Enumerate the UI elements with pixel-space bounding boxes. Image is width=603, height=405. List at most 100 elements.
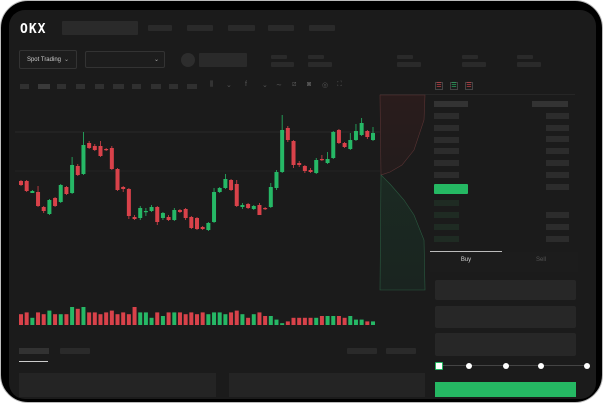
bids-only-icon[interactable]: ☰ <box>450 82 458 90</box>
volume-bar <box>30 317 35 325</box>
tab-order-history[interactable] <box>60 348 90 354</box>
slider-mark-50[interactable] <box>503 363 509 369</box>
pair-select[interactable]: ⌄ <box>85 51 165 68</box>
price-input[interactable] <box>435 280 576 300</box>
volume-bar <box>229 312 234 325</box>
candle <box>229 179 234 191</box>
candle-body <box>41 207 46 211</box>
candle <box>268 183 273 208</box>
tab-open-orders[interactable] <box>19 348 49 354</box>
volume-bar <box>280 323 285 325</box>
candle-body <box>319 159 324 161</box>
volume-bar <box>348 316 353 325</box>
amount-input[interactable] <box>435 306 576 328</box>
tab-sell[interactable]: Sell <box>535 257 546 263</box>
buy-submit-button[interactable] <box>435 382 576 397</box>
candle-body <box>257 205 262 215</box>
volume-bar <box>234 310 239 325</box>
volume-bar <box>302 317 307 325</box>
settings-icon[interactable]: ◎ <box>322 82 329 89</box>
candle-body <box>263 208 268 210</box>
line-tool-icon[interactable]: ∼ <box>276 82 282 89</box>
candle <box>280 115 285 173</box>
interval-button[interactable] <box>169 84 178 89</box>
interval-button[interactable] <box>113 84 124 89</box>
volume-bar <box>212 312 217 325</box>
asks-only-icon[interactable]: ☰ <box>465 82 473 90</box>
candle-body <box>132 217 137 219</box>
interval-button[interactable] <box>38 84 50 89</box>
volume-bar <box>104 312 109 325</box>
ruler-icon[interactable]: ⧄ <box>292 81 297 88</box>
tab-buy[interactable]: Buy <box>460 257 472 263</box>
volume-bar <box>160 316 165 325</box>
search-input[interactable] <box>62 21 138 35</box>
camera-icon[interactable]: ◙ <box>307 81 312 88</box>
slider-mark-75[interactable] <box>538 363 544 369</box>
interval-button[interactable] <box>151 84 161 89</box>
candle <box>314 158 319 174</box>
chevron-down-icon[interactable]: ⌄ <box>226 82 232 89</box>
nav-item[interactable] <box>228 25 255 31</box>
candle-type-icon[interactable]: ⫼ <box>210 81 214 88</box>
interval-button[interactable] <box>187 84 197 89</box>
candle-body <box>24 181 29 191</box>
volume-bar <box>206 314 211 325</box>
nav-item[interactable] <box>187 25 213 31</box>
candle-body <box>348 140 353 149</box>
candle-body <box>217 188 222 192</box>
candle <box>87 141 92 149</box>
candle-body <box>36 192 41 206</box>
candle-body <box>268 187 273 207</box>
candle-body <box>53 198 58 206</box>
candle-body <box>75 166 80 175</box>
nav-item[interactable] <box>309 25 335 31</box>
candle <box>365 130 370 139</box>
volume-bar <box>319 316 324 325</box>
candle <box>47 199 52 215</box>
volume-bar <box>195 314 199 325</box>
okx-logo[interactable]: OKX <box>20 22 47 37</box>
amount-slider[interactable] <box>438 365 588 366</box>
interval-button[interactable] <box>76 84 85 89</box>
fullscreen-icon[interactable]: ⛶ <box>337 81 342 88</box>
candle-body <box>297 163 302 165</box>
market-select[interactable]: Spot Trading ⌄ <box>19 50 77 69</box>
interval-button[interactable] <box>132 84 141 89</box>
slider-mark-25[interactable] <box>466 363 472 369</box>
slider-mark-100[interactable] <box>584 363 590 369</box>
candle <box>58 184 63 203</box>
candle-body <box>212 192 217 222</box>
volume-bar <box>359 319 364 325</box>
candle <box>200 226 205 230</box>
interval-button[interactable] <box>95 84 104 89</box>
nav-item[interactable] <box>268 25 294 31</box>
nav-item[interactable] <box>148 25 172 31</box>
both-sides-icon[interactable]: ☰ <box>435 82 443 90</box>
interval-button[interactable] <box>57 84 66 89</box>
candle-body <box>87 143 92 148</box>
volume-bar <box>371 321 375 325</box>
candle <box>81 132 86 175</box>
filter-button[interactable] <box>386 348 416 354</box>
candle-body <box>160 213 165 218</box>
volume-bar <box>308 317 313 325</box>
candle-body <box>365 131 370 137</box>
candle <box>138 206 143 220</box>
candle-body <box>19 181 23 185</box>
volume-bar <box>36 312 41 325</box>
market-select-label: Spot Trading <box>26 56 61 63</box>
interval-button[interactable] <box>20 84 29 89</box>
volume-bar <box>75 308 80 325</box>
candle <box>155 206 160 225</box>
candle-body <box>234 184 239 206</box>
candle <box>109 146 114 170</box>
indicator-icon[interactable]: f <box>245 81 247 88</box>
slider-handle[interactable] <box>435 362 443 370</box>
chevron-down-icon[interactable]: ⌄ <box>262 82 268 89</box>
candle <box>308 168 313 173</box>
filter-button[interactable] <box>347 348 377 354</box>
total-input[interactable] <box>435 333 576 356</box>
